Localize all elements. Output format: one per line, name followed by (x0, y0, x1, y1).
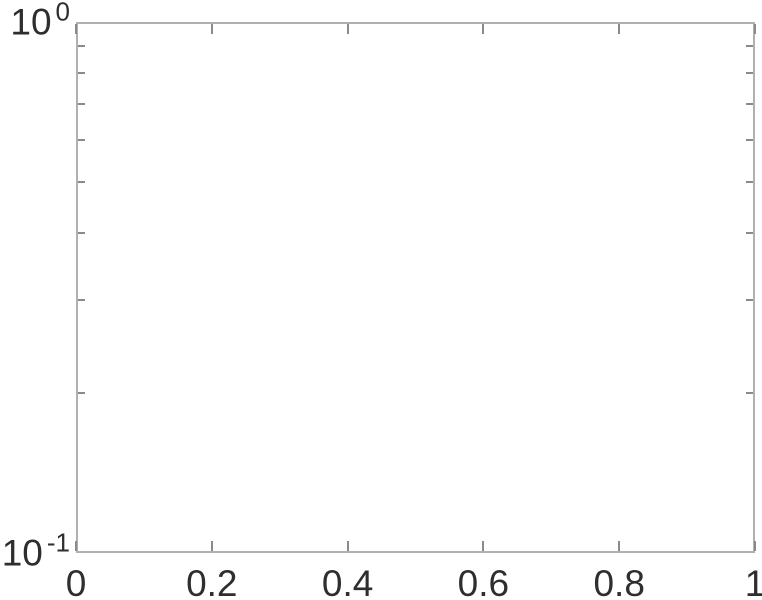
x-tick-label: 0.8 (593, 563, 645, 600)
y-axis-minor-tick-left (78, 180, 85, 183)
x-tick-label: 0.6 (457, 563, 510, 600)
x-axis-tick-bottom (482, 541, 485, 551)
x-axis-tick-top (346, 24, 349, 34)
x-axis-tick-bottom (210, 541, 213, 551)
y-axis-minor-tick-right (746, 232, 753, 235)
y-tick-label: 10 0 (0, 0, 70, 43)
x-axis-tick-bottom (754, 541, 756, 551)
y-axis-minor-tick-left (78, 45, 85, 48)
x-axis-tick-top (482, 24, 485, 34)
x-axis-tick-top (75, 24, 77, 34)
y-tick-exponent: 0 (55, 0, 70, 27)
y-tick-base: 10 (1, 532, 43, 574)
y-axis-minor-tick-right (746, 103, 753, 106)
y-axis-minor-tick-right (746, 72, 753, 75)
x-axis-tick-bottom (346, 541, 349, 551)
y-axis-minor-tick-left (78, 392, 85, 395)
y-axis-minor-tick-right (746, 180, 753, 183)
y-axis-minor-tick-left (78, 72, 85, 75)
x-axis-tick-top (754, 24, 756, 34)
x-tick-label: 0 (65, 563, 87, 600)
x-axis-tick-top (618, 24, 621, 34)
x-axis-tick-bottom (75, 541, 77, 551)
x-axis-tick-top (210, 24, 213, 34)
y-axis-minor-tick-right (746, 138, 753, 141)
y-axis-minor-tick-left (78, 298, 85, 301)
x-tick-label: 1 (744, 563, 762, 600)
y-axis-minor-tick-left (78, 232, 85, 235)
plot-area (76, 22, 755, 553)
y-axis-minor-tick-right (746, 392, 753, 395)
y-tick-base: 10 (10, 1, 52, 43)
y-axis-minor-tick-right (746, 298, 753, 301)
x-tick-label: 0.4 (321, 563, 374, 600)
x-tick-label: 0.2 (186, 563, 238, 600)
y-tick-exponent: -1 (46, 527, 70, 558)
y-axis-minor-tick-right (746, 45, 753, 48)
y-axis-minor-tick-left (78, 103, 85, 106)
y-tick-label: 10 -1 (0, 530, 70, 574)
x-axis-tick-bottom (618, 541, 621, 551)
y-axis-minor-tick-left (78, 138, 85, 141)
